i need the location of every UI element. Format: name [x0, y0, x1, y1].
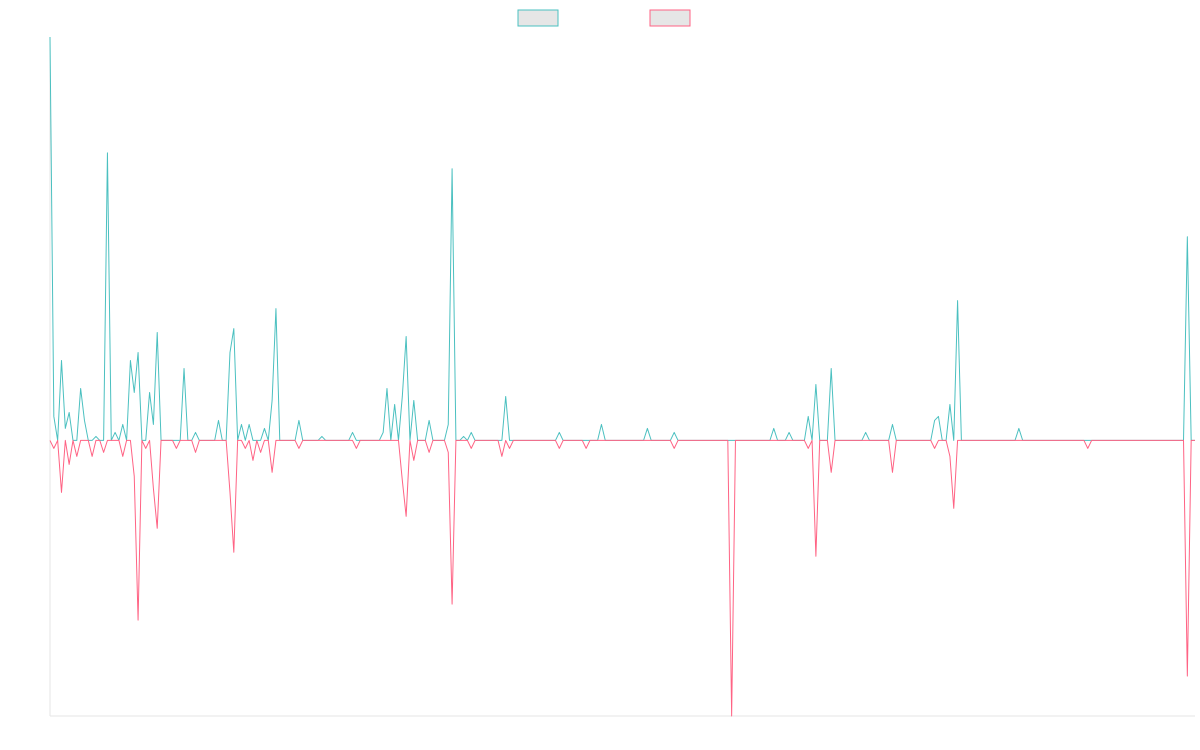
legend-swatch — [517, 9, 559, 27]
series-line — [49, 36, 1195, 441]
legend-swatch — [649, 9, 691, 27]
series-line — [49, 439, 1195, 717]
